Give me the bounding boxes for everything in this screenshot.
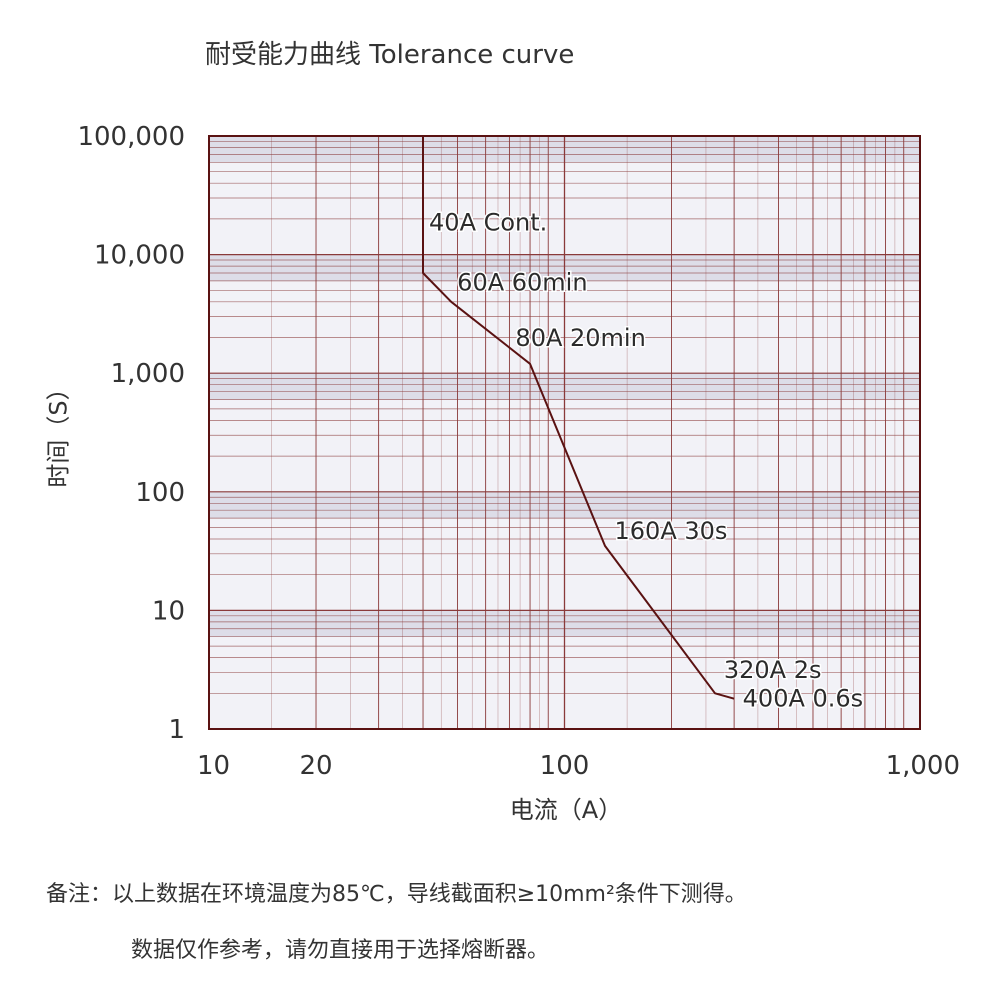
x-axis-label: 电流（A） — [509, 796, 623, 824]
annotation-label: 40A Cont. — [429, 208, 547, 236]
y-tick-label: 10,000 — [94, 241, 185, 271]
tolerance-curve-line — [422, 136, 735, 700]
annotation-label: 80A 20min — [515, 324, 645, 352]
y-tick-label: 100 — [135, 478, 185, 508]
y-tick-label: 10 — [152, 596, 185, 626]
annotation-label: 400A 0.6s — [743, 684, 864, 712]
x-tick-label: 1,000 — [886, 751, 960, 781]
chart-title: 耐受能力曲线 Tolerance curve — [205, 40, 575, 70]
annotation-label: 160A 30s — [615, 517, 728, 545]
note-line-1: 备注：以上数据在环境温度为85℃，导线截面积≥10mm²条件下测得。 — [46, 882, 747, 907]
y-tick-label: 100,000 — [77, 122, 185, 152]
annotations-layer: 40A Cont. 60A 60min 80A 20min 160A 30s 320A … — [428, 207, 865, 714]
grid-lines — [209, 136, 920, 729]
series-layer — [422, 136, 735, 700]
y-tick-label: 1,000 — [111, 359, 185, 389]
y-tick-label: 1 — [168, 715, 185, 745]
annotation-label: 320A 2s — [724, 656, 822, 684]
x-tick-label: 10 — [197, 751, 230, 781]
tick-labels: 1 10 100 1,000 10,000 100,000 10 20 100 1,000 — [77, 122, 960, 781]
note-line-2: 数据仅作参考，请勿直接用于选择熔断器。 — [131, 938, 550, 963]
plot-frame — [208, 135, 921, 730]
x-tick-label: 20 — [299, 751, 332, 781]
plot-border — [208, 135, 921, 730]
annotation-label: 60A 60min — [457, 268, 587, 296]
x-tick-label: 100 — [540, 751, 590, 781]
